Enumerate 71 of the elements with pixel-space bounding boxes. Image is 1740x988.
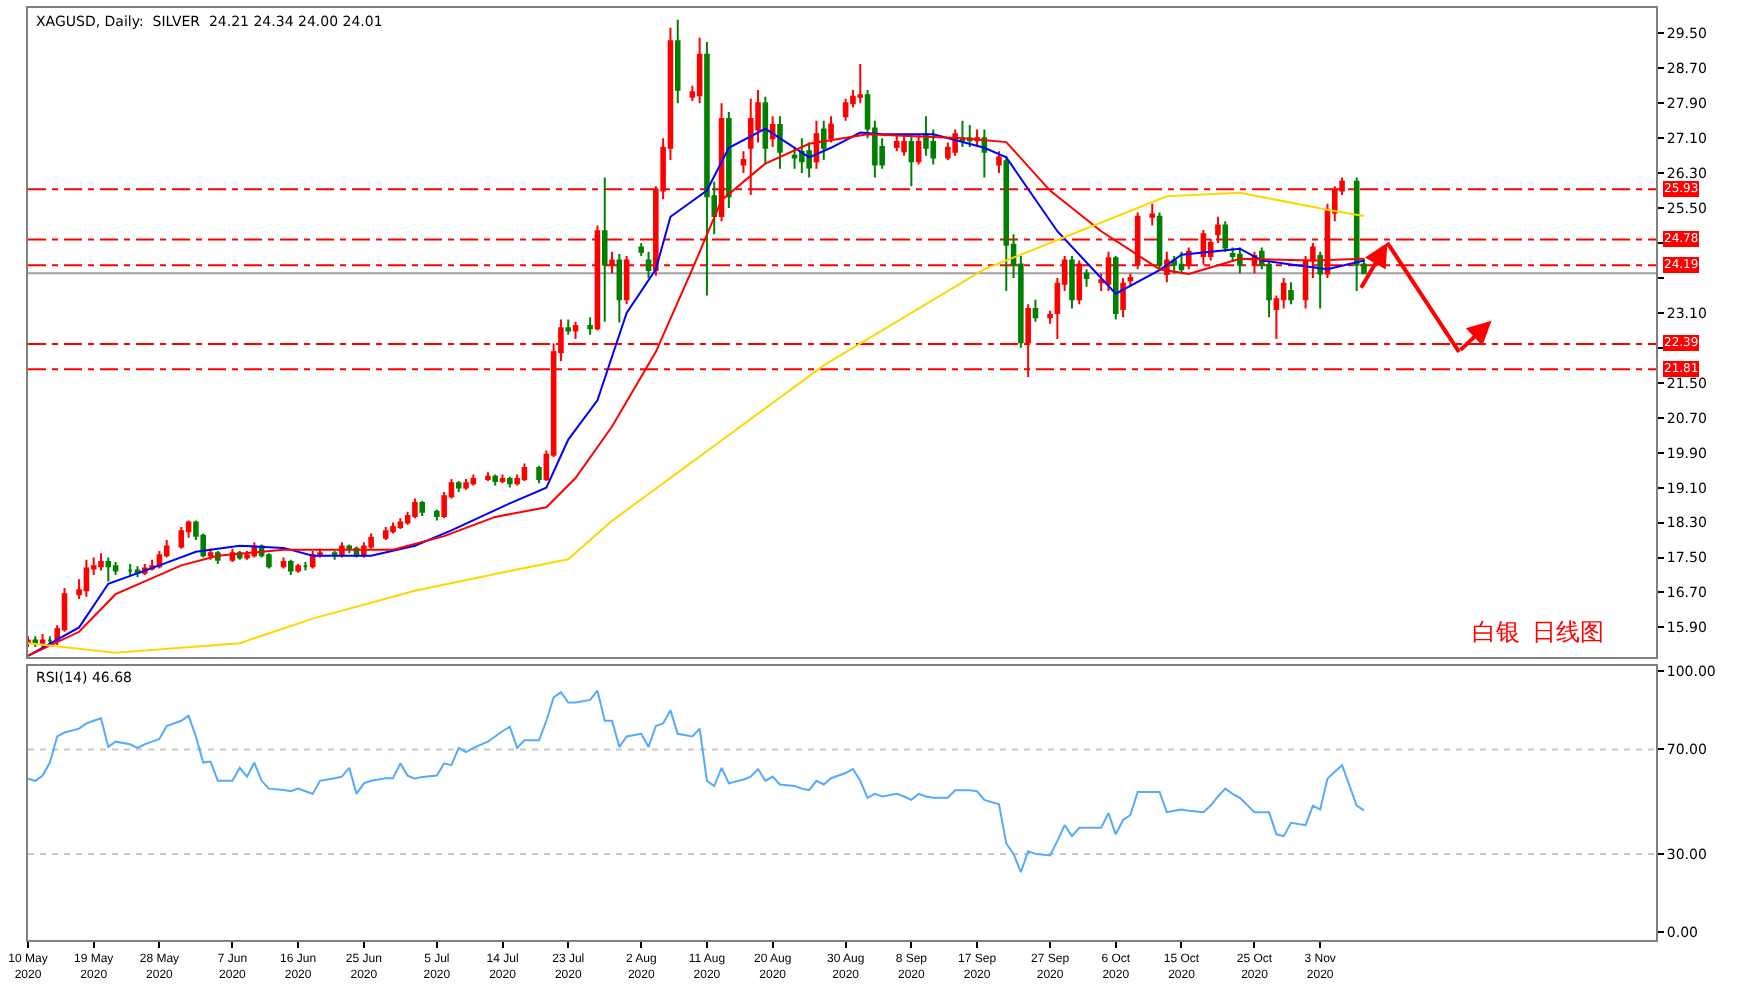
candlestick <box>1237 246 1243 275</box>
candlestick <box>499 473 506 485</box>
candlestick <box>346 543 352 555</box>
candlestick <box>704 41 710 297</box>
candlestick <box>959 119 966 148</box>
candlestick <box>521 462 528 483</box>
candlestick <box>463 477 469 491</box>
candlestick <box>638 242 645 258</box>
candlestick <box>857 62 864 105</box>
candlestick <box>434 508 440 522</box>
candlestick <box>507 475 513 489</box>
candlestick <box>565 318 572 336</box>
candlestick <box>266 552 272 570</box>
candlestick <box>791 145 798 170</box>
candlestick <box>777 115 783 170</box>
candlestick <box>1222 220 1229 253</box>
candlestick <box>572 320 579 341</box>
candlestick <box>295 563 301 574</box>
candlestick <box>996 150 1002 175</box>
candlestick <box>112 560 119 576</box>
candlestick <box>799 137 805 175</box>
candlestick <box>1083 268 1090 288</box>
candlestick <box>1317 250 1323 310</box>
candlestick <box>412 497 418 520</box>
candlestick <box>806 141 812 179</box>
candlestick <box>39 632 46 649</box>
candlestick <box>1156 211 1163 271</box>
candlestick <box>83 558 90 598</box>
candlestick <box>1069 255 1075 310</box>
candlestick <box>923 115 929 157</box>
candlestick <box>390 521 396 535</box>
candlestick <box>492 473 499 487</box>
candlestick <box>587 316 593 336</box>
candlestick <box>302 560 309 572</box>
candlestick <box>470 473 477 487</box>
candlestick <box>419 499 426 518</box>
candlestick <box>1171 255 1177 275</box>
candlestick <box>127 563 133 576</box>
candlestick <box>726 110 732 210</box>
candlestick <box>1288 281 1294 306</box>
candlestick <box>762 95 769 166</box>
candlestick <box>536 464 542 485</box>
candlestick <box>105 556 112 583</box>
candlestick <box>601 176 608 323</box>
candlestick <box>674 18 681 105</box>
annotation: 白银 日线图 <box>1472 618 1604 646</box>
candlestick <box>485 471 491 483</box>
candlestick <box>178 525 185 550</box>
candlestick <box>1003 154 1010 293</box>
candlestick <box>842 97 849 122</box>
candlestick <box>1149 202 1156 227</box>
candlestick <box>455 480 462 493</box>
candlestick <box>1112 255 1119 321</box>
candlestick <box>908 132 915 188</box>
candlestick <box>98 552 104 572</box>
candlestick <box>288 558 294 576</box>
candlestick <box>1032 298 1039 323</box>
candlestick <box>368 532 374 550</box>
candlestick <box>1120 276 1126 319</box>
candlestick <box>740 150 747 175</box>
candlestick <box>1178 250 1185 275</box>
candlestick <box>820 119 827 162</box>
candlestick <box>382 525 389 542</box>
candlestick <box>696 36 703 105</box>
line-series <box>28 689 1365 874</box>
candlestick <box>280 556 287 570</box>
candlestick <box>616 252 623 324</box>
candlestick <box>645 250 652 279</box>
candlestick <box>244 549 250 561</box>
candlestick <box>47 635 53 646</box>
candlestick <box>397 517 404 531</box>
